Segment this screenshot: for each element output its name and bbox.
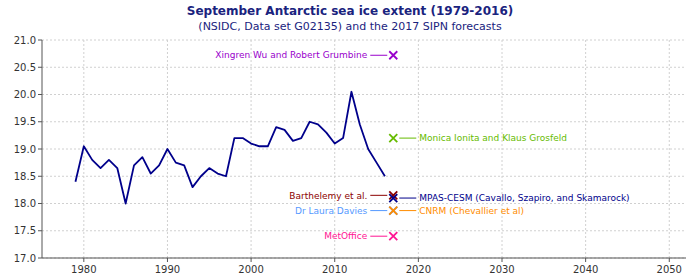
title: September Antarctic sea ice extent (1979… [187, 4, 513, 18]
forecast-marker [389, 51, 397, 59]
x-tick-label: 1980 [71, 264, 96, 275]
x-tick [83, 258, 84, 262]
x-tick [167, 258, 168, 262]
axes: 17.0 17.5 18.0 18.5 19.0 19.5 20.0 20.5 21.0 1980… [14, 35, 686, 276]
forecast-label: Barthelemy et al. [289, 191, 367, 201]
y-tick [38, 203, 42, 204]
y-grid-line [42, 149, 686, 150]
y-tick-label: 19.5 [14, 116, 36, 127]
y-tick-label: 20.5 [14, 62, 36, 73]
annotations: Xingren Wu and Robert Grumbine Monica Ion… [215, 50, 629, 241]
x-tick-label: 2040 [573, 264, 598, 275]
observed-line [75, 92, 384, 204]
chart: September Antarctic sea ice extent (1979… [0, 0, 700, 280]
x-grid-line [251, 40, 252, 258]
y-tick-label: 18.0 [14, 198, 36, 209]
marks [75, 51, 397, 240]
y-axis-line [42, 40, 43, 258]
forecast-marker [389, 194, 397, 202]
forecast-label: Dr Laura Davies [295, 206, 368, 216]
y-tick [38, 121, 42, 122]
forecast-label: CNRM (Chevallier et al) [419, 206, 524, 216]
x-tick-label: 2020 [406, 264, 431, 275]
y-tick-label: 17.0 [14, 253, 36, 264]
x-grid-line [418, 40, 419, 258]
forecast-marker [389, 232, 397, 240]
y-grid-line [42, 67, 686, 68]
forecast-connector [399, 210, 416, 211]
forecast-label: Monica Ionita and Klaus Grosfeld [419, 133, 567, 143]
y-tick [38, 230, 42, 231]
y-tick-label: 19.0 [14, 144, 36, 155]
y-tick-label: 17.5 [14, 225, 36, 236]
forecast-connector [370, 236, 387, 237]
y-tick [38, 94, 42, 95]
x-tick-label: 2010 [322, 264, 347, 275]
forecast-marker [389, 134, 397, 142]
x-tick [502, 258, 503, 262]
x-tick [669, 258, 670, 262]
x-tick [251, 258, 252, 262]
forecast-connector [399, 198, 416, 199]
y-grid-line [42, 258, 686, 259]
x-tick [418, 258, 419, 262]
y-grid-line [42, 121, 686, 122]
forecast-label: MPAS-CESM (Cavallo, Szapiro, and Skamaro… [419, 193, 629, 203]
subtitle: (NSIDC, Data set G02135) and the 2017 SI… [198, 20, 502, 33]
x-tick-label: 2050 [657, 264, 682, 275]
forecast-marker [389, 207, 397, 215]
x-grid-line [334, 40, 335, 258]
forecast-connector [370, 195, 387, 196]
forecast-label: Xingren Wu and Robert Grumbine [215, 50, 367, 60]
y-tick [38, 258, 42, 259]
y-grid-line [42, 40, 686, 41]
y-tick-label: 20.0 [14, 89, 36, 100]
x-tick-label: 1990 [155, 264, 180, 275]
y-grid-line [42, 94, 686, 95]
x-grid-line [585, 40, 586, 258]
forecast-label: MetOffice [324, 231, 368, 241]
forecast-connector [370, 55, 387, 56]
forecast-connector [399, 138, 416, 139]
x-tick [334, 258, 335, 262]
forecast-marker [389, 207, 397, 215]
x-tick [585, 258, 586, 262]
y-grid-line [42, 176, 686, 177]
x-grid-line [669, 40, 670, 258]
y-tick-label: 21.0 [14, 35, 36, 46]
x-grid-line [502, 40, 503, 258]
y-tick [38, 149, 42, 150]
x-tick-label: 2030 [489, 264, 514, 275]
forecast-connector [370, 210, 387, 211]
y-tick [38, 67, 42, 68]
y-tick [38, 176, 42, 177]
y-tick [38, 40, 42, 41]
y-tick-label: 18.5 [14, 171, 36, 182]
grid [42, 40, 686, 258]
x-tick-label: 2000 [238, 264, 263, 275]
x-axis-line [42, 258, 686, 259]
